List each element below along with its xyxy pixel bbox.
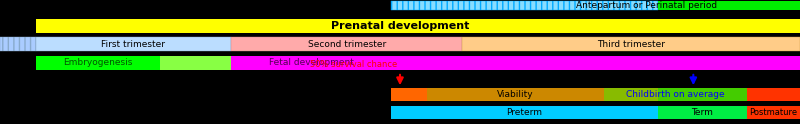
Bar [462, 37, 800, 51]
Text: Prenatal development: Prenatal development [331, 21, 469, 31]
Bar [658, 88, 746, 101]
Text: Term: Term [691, 108, 713, 117]
Text: Embryogenesis: Embryogenesis [63, 58, 133, 67]
Text: Fetal development: Fetal development [269, 58, 354, 67]
Text: Viability: Viability [498, 90, 534, 99]
Bar [231, 56, 800, 70]
Bar [231, 37, 462, 51]
Bar [391, 106, 658, 119]
Text: Preterm: Preterm [506, 108, 542, 117]
Text: Antepartum or Perinatal period: Antepartum or Perinatal period [576, 1, 717, 10]
Text: Second trimester: Second trimester [307, 40, 386, 49]
Bar [391, 1, 658, 10]
Text: Childbirth on average: Childbirth on average [626, 90, 725, 99]
Bar [605, 88, 658, 101]
Bar [426, 88, 605, 101]
Bar [746, 106, 800, 119]
Bar [0, 37, 35, 51]
Text: 50% survival chance: 50% survival chance [310, 60, 398, 69]
Bar [35, 37, 231, 51]
Text: First trimester: First trimester [102, 40, 166, 49]
Bar [35, 19, 800, 33]
Bar [391, 88, 426, 101]
Bar [658, 1, 800, 10]
Text: Third trimester: Third trimester [597, 40, 665, 49]
Bar [658, 106, 746, 119]
Bar [160, 56, 231, 70]
Bar [746, 88, 800, 101]
Bar [35, 56, 160, 70]
Text: Postmature: Postmature [750, 108, 798, 117]
